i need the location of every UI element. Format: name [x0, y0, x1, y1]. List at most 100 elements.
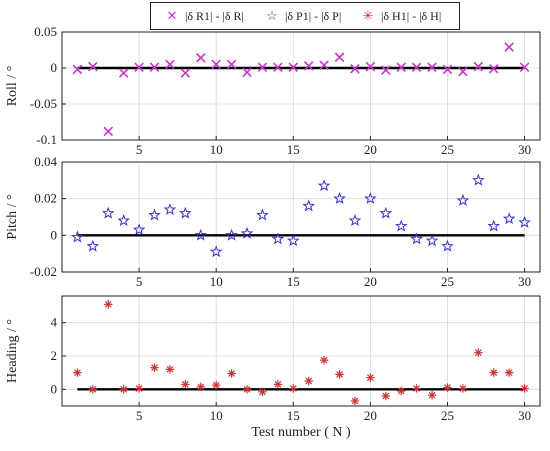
data-point [180, 68, 191, 78]
data-point [334, 52, 345, 62]
y-tick-label: -0.05 [30, 96, 57, 111]
legend-label-roll: |δ R1| - |δ R| [185, 9, 244, 23]
data-point [104, 300, 113, 309]
data-point [441, 239, 454, 252]
data-point [366, 373, 375, 382]
panel-3: 5 10 15 20 25 30 0 2 4 Heading / ° Test number ( N… [5, 295, 541, 440]
data-point [427, 62, 437, 73]
data-point [165, 59, 175, 70]
data-point [319, 60, 329, 70]
data-point [242, 385, 252, 394]
data-point [474, 348, 483, 357]
legend-marker-star-icon: ☆ [266, 8, 278, 23]
data-point [458, 384, 468, 393]
data-point [427, 390, 437, 400]
data-point [101, 206, 115, 219]
data-point [86, 239, 100, 252]
data-point [209, 245, 223, 258]
x-tick-label: 10 [210, 408, 223, 423]
y-tick-label: 0 [51, 381, 58, 396]
x-tick-label: 20 [364, 274, 377, 289]
y-tick-label: 0.05 [34, 24, 57, 39]
data-point [103, 126, 114, 137]
data-point [257, 62, 268, 73]
plot-area [62, 32, 540, 140]
y-tick-label: -0.02 [30, 264, 57, 279]
plot-frame [61, 295, 541, 407]
data-point [425, 234, 439, 247]
data-point [304, 376, 313, 386]
data-point [381, 65, 391, 75]
data-point [165, 365, 175, 374]
data-point [242, 67, 252, 78]
data-point [150, 363, 159, 372]
data-point [379, 206, 393, 219]
data-point [319, 355, 329, 365]
x-tick-label: 25 [441, 142, 454, 157]
data-point [119, 385, 128, 394]
data-point [348, 214, 362, 227]
data-point [364, 192, 377, 205]
y-tick-label: 0.02 [34, 191, 57, 206]
x-tick-label: 15 [287, 142, 300, 157]
data-point [288, 62, 299, 73]
data-point [73, 368, 82, 377]
data-point [179, 206, 192, 219]
data-point [134, 384, 144, 393]
x-axis-label: Test number ( N ) [251, 425, 351, 440]
x-tick-label: 30 [518, 408, 531, 423]
data-point [273, 380, 283, 389]
x-tick-label: 5 [136, 142, 143, 157]
y-tick-label: 4 [51, 315, 58, 330]
data-point [88, 61, 98, 72]
data-point [410, 232, 423, 245]
x-tick-label: 30 [518, 142, 531, 157]
data-point [365, 61, 376, 72]
data-point [286, 234, 300, 247]
data-point [442, 64, 453, 75]
panel-1: 5 10 15 20 25 30 -0.1 -0.05 0 0.05 Roll / ° [5, 24, 541, 157]
data-point [134, 62, 144, 73]
data-point [148, 208, 161, 221]
data-point [381, 391, 391, 401]
x-tick-label: 20 [364, 408, 377, 423]
y-tick-label: -0.1 [36, 132, 57, 147]
data-point [443, 383, 452, 392]
data-point [289, 384, 298, 393]
y-tick-label: 0 [51, 227, 58, 242]
data-point [211, 59, 221, 70]
data-point [504, 368, 514, 377]
y-axis-label: Pitch / ° [5, 194, 20, 239]
data-point [181, 380, 190, 389]
data-point [333, 192, 346, 205]
y-axis-label: Heading / ° [5, 319, 20, 383]
y-axis-label: Roll / ° [5, 66, 20, 107]
data-point [149, 62, 160, 73]
data-point [117, 214, 130, 227]
data-point [240, 226, 254, 239]
legend-label-pitch: |δ P1| - |δ P| [285, 9, 342, 23]
data-point [196, 382, 205, 392]
x-tick-label: 25 [441, 408, 454, 423]
data-point [118, 68, 129, 78]
data-point [196, 53, 206, 63]
data-point [394, 219, 408, 232]
x-tick-label: 20 [364, 142, 377, 157]
data-point [472, 173, 485, 186]
data-point [273, 62, 283, 73]
data-point [303, 61, 314, 71]
x-tick-label: 10 [210, 142, 223, 157]
x-tick-label: 5 [136, 408, 143, 423]
plot-frame [61, 31, 541, 141]
plot-area [62, 296, 540, 406]
legend-marker-x-icon: ✕ [166, 8, 178, 23]
data-point [411, 62, 422, 73]
data-point [458, 66, 468, 77]
data-point [256, 208, 269, 221]
data-point [456, 193, 470, 206]
y-tick-label: 0.04 [34, 154, 57, 169]
x-tick-label: 5 [136, 274, 143, 289]
data-point [317, 179, 331, 192]
data-point [271, 232, 285, 245]
